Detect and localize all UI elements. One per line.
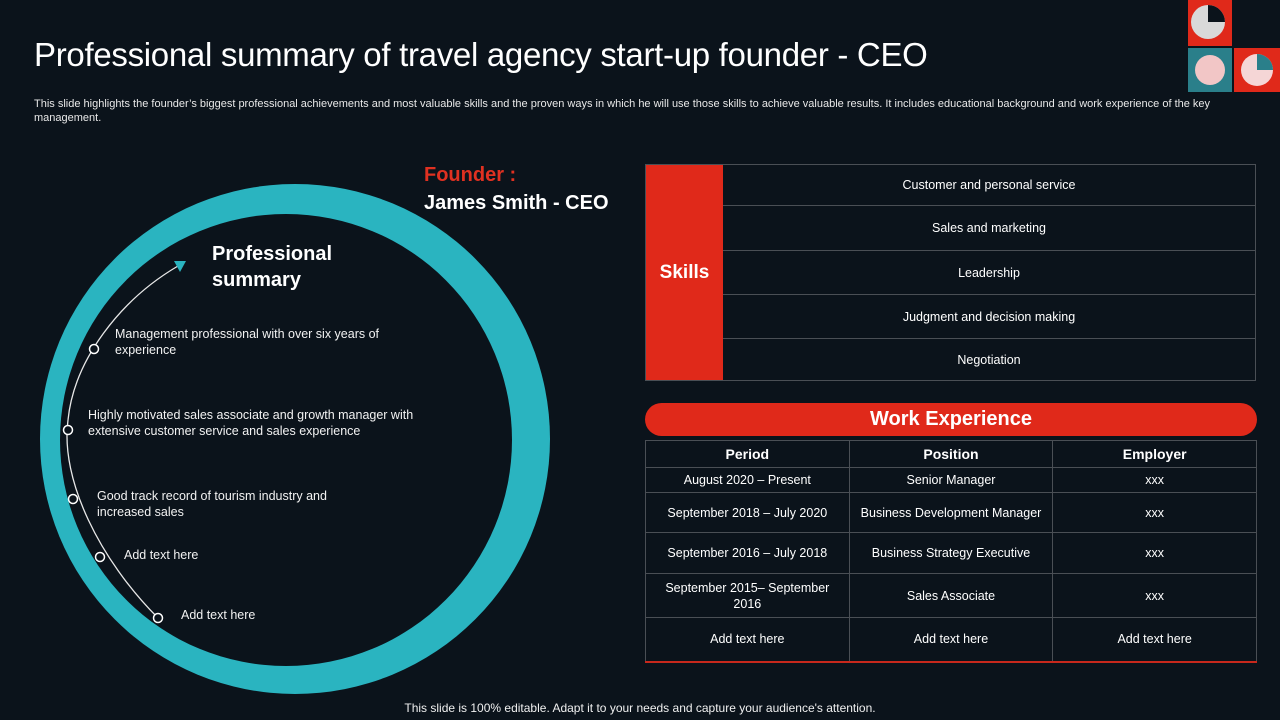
circle-node-icon — [67, 493, 79, 505]
position-cell: Sales Associate — [848, 573, 1054, 618]
arrow-up-right-icon — [174, 261, 186, 272]
employer-cell: xxx — [1052, 573, 1257, 618]
skill-item: Sales and marketing — [723, 206, 1255, 251]
employer-cell: Add text here — [1052, 617, 1257, 663]
slide-subtitle: This slide highlights the founder’s bigg… — [34, 98, 1211, 124]
period-cell: August 2020 – Present — [645, 467, 850, 493]
circle-node-icon — [94, 551, 106, 563]
table-row: September 2018 – July 2020 Business Deve… — [645, 492, 1257, 533]
founder-label: Founder : — [424, 164, 517, 186]
summary-title: Professional summary — [212, 241, 392, 293]
founder-name: James Smith - CEO — [424, 192, 609, 214]
employer-cell: xxx — [1052, 492, 1257, 533]
summary-item: Good track record of tourism industry an… — [97, 489, 327, 519]
work-experience-title: Work Experience — [645, 403, 1257, 436]
column-header-period: Period — [645, 440, 850, 468]
position-cell: Business Strategy Executive — [848, 532, 1054, 574]
summary-title-line2: summary — [212, 269, 301, 291]
position-cell: Add text here — [848, 617, 1054, 663]
skill-item: Judgment and decision making — [723, 295, 1255, 339]
circle-node-icon — [152, 612, 164, 624]
period-cell: September 2015– September 2016 — [645, 573, 850, 618]
position-cell: Senior Manager — [848, 467, 1054, 493]
circle-node-icon — [62, 424, 74, 436]
employer-cell: xxx — [1052, 467, 1257, 493]
skill-item: Negotiation — [957, 352, 1021, 367]
table-header-row: Period Position Employer — [645, 440, 1257, 468]
skills-panel: Skills Customer and personal service Sal… — [645, 164, 1256, 381]
summary-timeline — [62, 261, 186, 624]
summary-title-line1: Professional — [212, 243, 333, 265]
summary-item: Add text here — [124, 548, 199, 562]
period-cell: September 2018 – July 2020 — [645, 492, 850, 533]
summary-ring — [40, 184, 550, 694]
period-cell: September 2016 – July 2018 — [645, 532, 850, 574]
skill-item: Customer and personal service — [723, 165, 1255, 206]
skills-label: Skills — [646, 165, 723, 380]
table-row: Add text here Add text here Add text her… — [645, 617, 1257, 663]
summary-item: Management professional with over six ye… — [115, 327, 380, 357]
summary-item: Highly motivated sales associate and gro… — [88, 408, 414, 438]
brand-logo-icon — [1188, 0, 1280, 92]
period-cell: Add text here — [645, 617, 850, 663]
slide-footer: This slide is 100% editable. Adapt it to… — [404, 701, 876, 715]
circle-node-icon — [88, 343, 100, 355]
table-row: September 2015– September 2016 Sales Ass… — [645, 573, 1257, 618]
table-row: August 2020 – Present Senior Manager xxx — [645, 467, 1257, 493]
position-cell: Business Development Manager — [848, 492, 1054, 533]
column-header-employer: Employer — [1052, 440, 1257, 468]
summary-item: Add text here — [181, 608, 256, 622]
employer-cell: xxx — [1052, 532, 1257, 574]
skill-item: Leadership — [723, 251, 1255, 295]
table-row: September 2016 – July 2018 Business Stra… — [645, 532, 1257, 574]
work-experience-table: Period Position Employer August 2020 – P… — [645, 440, 1257, 663]
slide-title: Professional summary of travel agency st… — [34, 36, 928, 73]
column-header-position: Position — [848, 440, 1054, 468]
